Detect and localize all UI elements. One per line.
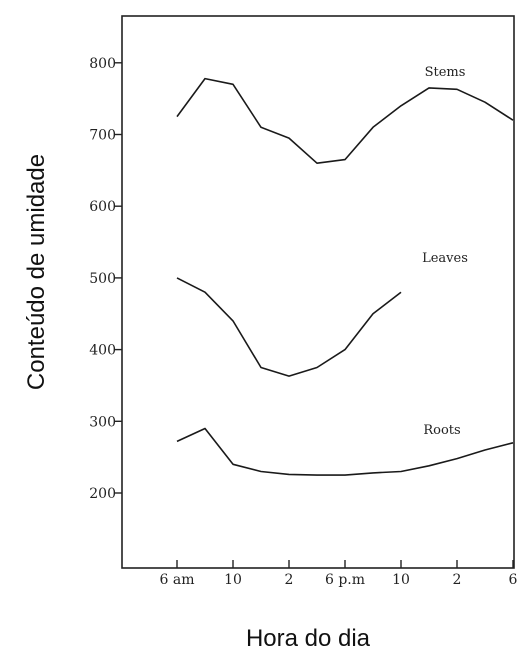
x-tick-label: 2 bbox=[285, 572, 294, 588]
series-label-leaves: Leaves bbox=[422, 251, 468, 266]
y-tick-label: 200 bbox=[89, 486, 116, 502]
series-group: Stems Leaves Roots bbox=[176, 65, 514, 476]
y-tick-label: 400 bbox=[89, 343, 116, 359]
y-tick-label: 700 bbox=[89, 128, 116, 144]
y-axis-title: Conteúdo de umidade bbox=[23, 154, 50, 390]
y-axis: 200 300 400 500 600 700 800 bbox=[89, 56, 122, 502]
x-tick-label: 6 p.m bbox=[325, 572, 365, 588]
y-tick-label: 600 bbox=[89, 199, 116, 215]
x-axis-title: Hora do dia bbox=[246, 625, 371, 652]
y-tick-label: 800 bbox=[89, 56, 116, 72]
y-tick-label: 500 bbox=[89, 271, 116, 287]
series-line-leaves bbox=[176, 277, 402, 377]
series-line-stems bbox=[176, 77, 514, 164]
x-tick-label: 6 bbox=[509, 572, 518, 588]
x-tick-label: 6 am bbox=[160, 572, 195, 588]
plot-frame bbox=[121, 15, 515, 569]
x-tick-label: 2 bbox=[453, 572, 462, 588]
x-axis: 6 am 10 2 6 p.m 10 2 6 bbox=[160, 560, 518, 588]
y-tick-label: 300 bbox=[89, 414, 116, 430]
x-tick-label: 10 bbox=[224, 572, 242, 588]
series-label-stems: Stems bbox=[425, 65, 466, 80]
series-label-roots: Roots bbox=[423, 423, 460, 438]
series-line-roots bbox=[176, 427, 514, 476]
x-tick-label: 10 bbox=[392, 572, 410, 588]
